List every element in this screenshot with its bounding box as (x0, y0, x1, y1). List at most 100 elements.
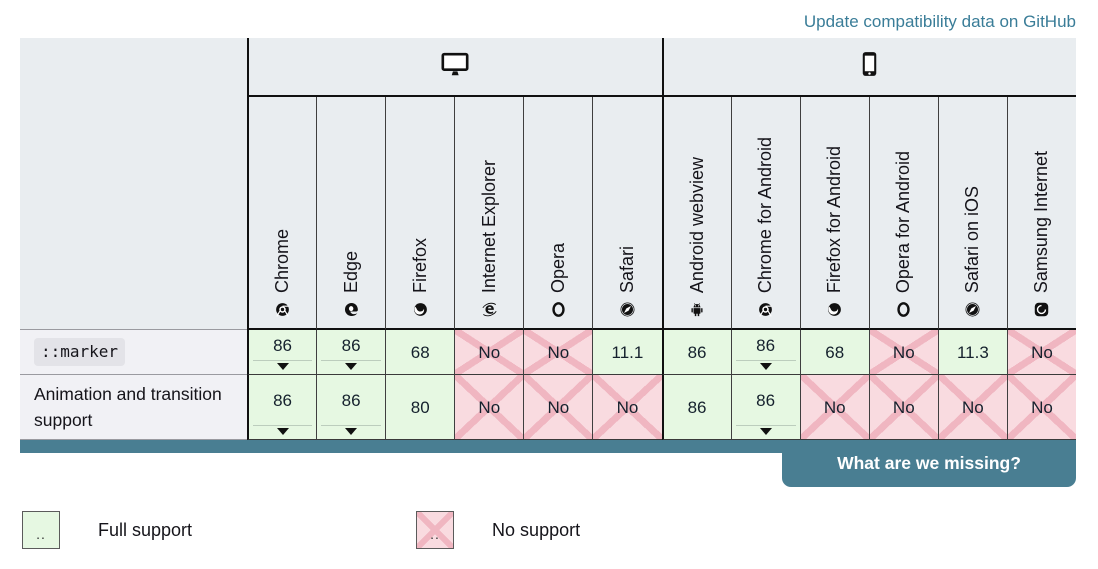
browser-name: Android webview (686, 156, 707, 293)
compat-table: Chrome Edge Firefox Internet Explorer Opera S… (20, 38, 1076, 453)
support-value: No (962, 398, 984, 417)
corner-cell (20, 38, 247, 330)
support-cell: No (454, 330, 524, 375)
support-value: 86 (273, 391, 292, 410)
browser-header-safari-on-ios: Safari on iOS (937, 97, 1007, 330)
no-support-swatch: .. (416, 511, 455, 549)
safari-icon (619, 300, 636, 318)
support-value: No (547, 343, 570, 362)
support-value: 11.3 (956, 343, 989, 362)
support-cell: 86 (661, 330, 731, 375)
support-cell[interactable]: 86 (316, 375, 386, 440)
browser-header-android-webview: Android webview (661, 97, 731, 330)
browser-name: Samsung Internet (1031, 150, 1052, 293)
firefox-icon (412, 300, 429, 318)
browser-header-chrome-for-android: Chrome for Android (730, 97, 800, 330)
history-toggle-icon (759, 428, 772, 435)
browser-name: Safari (616, 245, 637, 293)
support-cell: 86 (661, 375, 731, 440)
internet-explorer-icon (481, 300, 498, 318)
history-separator (321, 425, 382, 426)
support-cell[interactable]: 86 (247, 375, 317, 440)
support-cell: No (523, 330, 593, 375)
opera-icon (550, 300, 567, 318)
legend-item-none: .. No support (416, 511, 580, 549)
legend-item-full: .. Full support (22, 511, 192, 549)
browser-name: Opera (547, 242, 568, 293)
browser-name: Chrome (272, 228, 293, 293)
support-cell: No (454, 375, 524, 440)
browser-name: Edge (340, 250, 361, 293)
chrome-icon (274, 300, 291, 318)
history-separator (735, 360, 796, 361)
browser-header-opera: Opera (523, 97, 593, 330)
support-value: No (616, 398, 639, 417)
browser-name: Opera for Android (893, 150, 914, 293)
feature-code: ::marker (34, 338, 126, 366)
browser-name: Safari on iOS (962, 185, 983, 293)
history-toggle-icon (345, 363, 358, 370)
history-separator (253, 360, 313, 361)
support-value: 80 (410, 398, 430, 417)
support-value: No (1031, 398, 1053, 417)
support-value: 11.1 (611, 343, 644, 362)
browser-name: Firefox for Android (824, 145, 845, 293)
support-value: No (478, 398, 501, 417)
support-value: 68 (825, 343, 845, 362)
legend: .. Full support .. No support (22, 511, 580, 549)
support-cell: 68 (799, 330, 869, 375)
firefox-icon (826, 300, 843, 318)
support-value: No (892, 398, 915, 417)
history-toggle-icon (276, 428, 289, 435)
browser-header-firefox-for-android: Firefox for Android (799, 97, 869, 330)
browser-header-opera-for-android: Opera for Android (868, 97, 938, 330)
support-cell: 80 (385, 375, 455, 440)
feature-text: Animation and transition support (34, 383, 222, 430)
support-cell[interactable]: 86 (730, 375, 800, 440)
support-cell: 11.1 (592, 330, 662, 375)
browser-header-edge: Edge (316, 97, 386, 330)
legend-label: Full support (98, 519, 193, 540)
browser-header-safari: Safari (592, 97, 662, 330)
update-compat-link[interactable]: Update compatibility data on GitHub (803, 12, 1076, 31)
support-cell: No (868, 375, 938, 440)
full-support-swatch: .. (22, 511, 60, 549)
browser-header-samsung-internet: Samsung Internet (1006, 97, 1076, 330)
support-value: No (547, 398, 570, 417)
platform-desktop-header (247, 38, 662, 97)
history-separator (253, 425, 313, 426)
support-cell: 11.3 (937, 330, 1007, 375)
support-value: 86 (341, 391, 361, 410)
support-value: 86 (756, 391, 776, 410)
history-separator (735, 425, 796, 426)
support-value: 86 (341, 336, 361, 355)
history-toggle-icon (276, 363, 289, 370)
mobile-icon (862, 51, 877, 82)
support-cell: No (1006, 330, 1076, 375)
support-cell[interactable]: 86 (730, 330, 800, 375)
support-value: 86 (756, 336, 776, 355)
browser-header-internet-explorer: Internet Explorer (454, 97, 524, 330)
browser-name: Internet Explorer (478, 159, 499, 293)
support-value: 68 (410, 343, 430, 362)
survey-button[interactable]: What are we missing? (782, 440, 1076, 487)
edge-icon (343, 300, 360, 318)
support-cell: No (592, 375, 662, 440)
support-cell: No (799, 375, 869, 440)
browser-header-chrome: Chrome (247, 97, 317, 330)
browser-name: Chrome for Android (755, 136, 776, 293)
support-cell: No (523, 375, 593, 440)
support-cell[interactable]: 86 (247, 330, 317, 375)
desktop-icon (440, 52, 470, 81)
chrome-icon (757, 300, 774, 318)
support-value: 86 (687, 398, 707, 417)
feature-label: Animation and transition support (20, 375, 247, 440)
history-separator (321, 360, 382, 361)
support-value: No (1031, 343, 1053, 362)
legend-label: No support (492, 519, 581, 540)
support-cell[interactable]: 86 (316, 330, 386, 375)
support-cell: No (937, 375, 1007, 440)
support-value: 86 (687, 343, 707, 362)
history-toggle-icon (345, 428, 358, 435)
